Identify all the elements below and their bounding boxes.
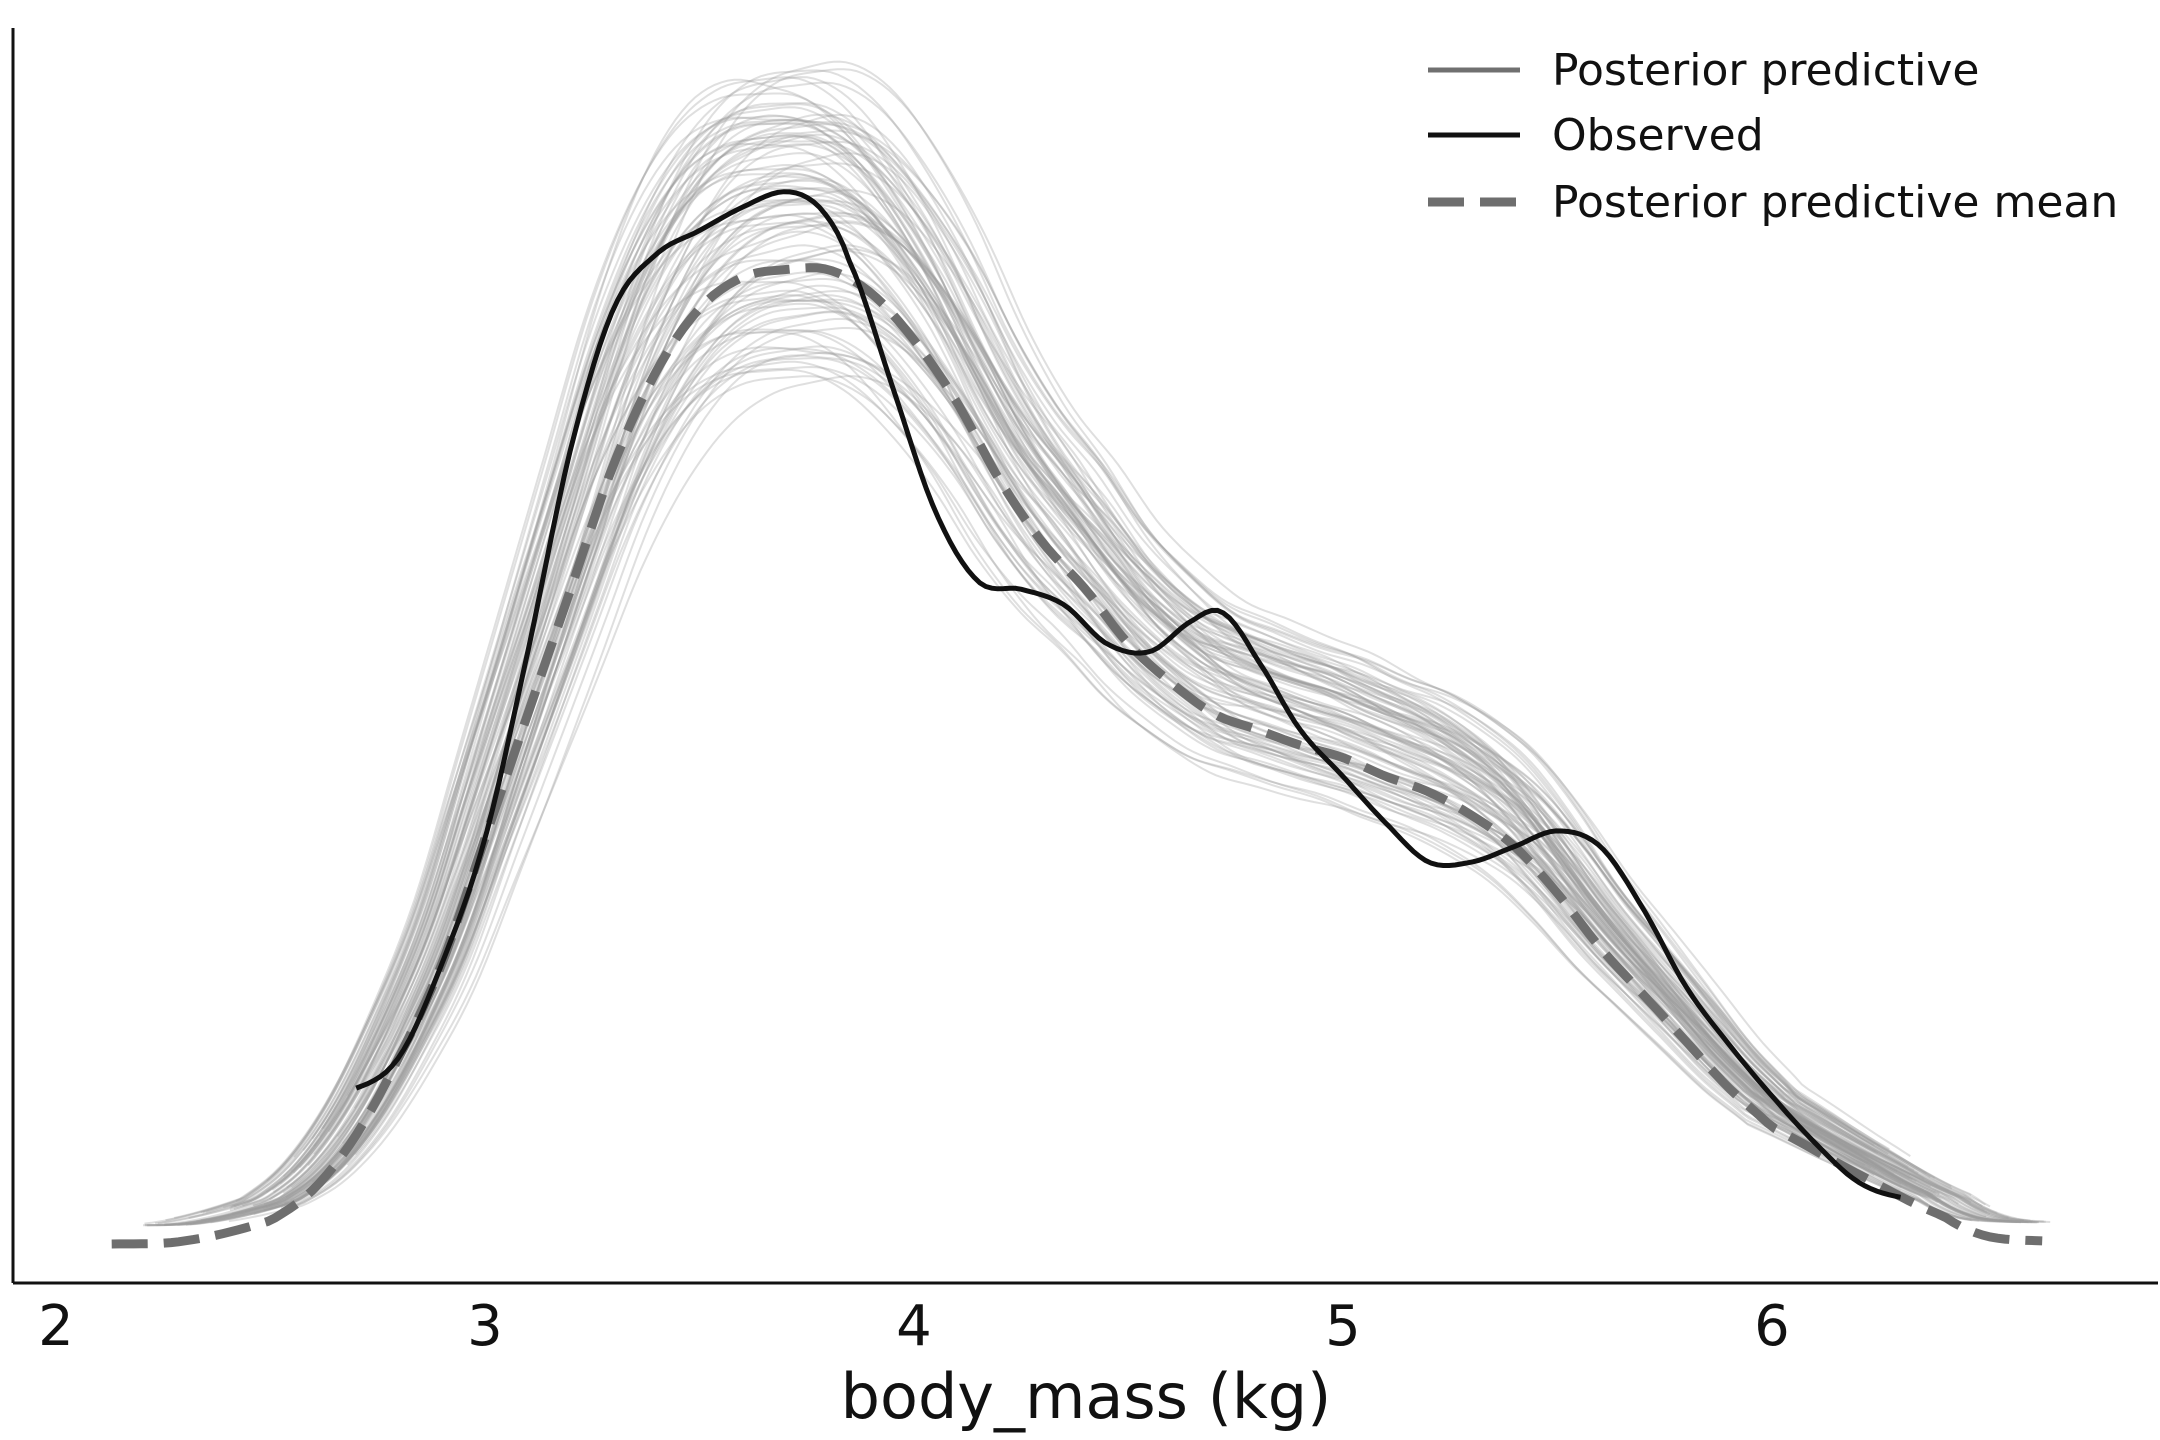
posterior-predictive-sample-line	[284, 357, 1869, 1204]
posterior-predictive-sample-line	[178, 186, 1988, 1226]
legend-observed-label: Observed	[1552, 110, 1764, 161]
legend: Posterior predictive Observed Posterior …	[1428, 45, 2118, 228]
posterior-predictive-sample-line	[265, 76, 2046, 1223]
posterior-predictive-sample-line	[253, 284, 2039, 1224]
x-tick-label: 5	[1325, 1294, 1361, 1359]
posterior-predictive-sample-line	[147, 201, 1972, 1227]
posterior-predictive-sample-line	[263, 199, 1881, 1212]
posterior-predictive-sample-line	[185, 123, 1925, 1225]
posterior-predictive-sample-line	[202, 134, 2032, 1223]
posterior-predictive-sample-line	[165, 92, 1866, 1222]
posterior-predictive-sample-line	[327, 167, 2021, 1223]
posterior-predictive-sample-line	[341, 346, 2006, 1222]
posterior-predictive-sample-line	[185, 162, 1972, 1226]
posterior-predictive-sample-line	[196, 69, 2009, 1223]
posterior-predictive-sample-line	[346, 152, 1957, 1211]
posterior-predictive-sample-line	[200, 76, 1872, 1214]
posterior-predictive-sample-line	[290, 294, 1979, 1222]
observed-line	[355, 189, 1902, 1200]
posterior-predictive-sample-line	[230, 78, 1932, 1208]
posterior-predictive-sample-line	[336, 247, 1919, 1174]
posterior-predictive-sample-line	[282, 119, 2036, 1223]
posterior-predictive-sample-line	[321, 114, 1983, 1207]
posterior-predictive-sample-line	[147, 298, 1985, 1227]
posterior-predictive-sample-line	[242, 113, 1868, 1207]
posterior-predictive-sample-line	[262, 278, 2028, 1223]
posterior-predictive-sample-line	[263, 203, 1898, 1205]
posterior-predictive-sample-line	[292, 178, 2018, 1223]
x-tick-label: 2	[38, 1294, 74, 1359]
legend-posterior-predictive-label: Posterior predictive	[1552, 45, 1980, 96]
posterior-predictive-sample-line	[311, 60, 1927, 1183]
posterior-predictive-sample-line	[231, 365, 1941, 1215]
posterior-predictive-sample-line	[192, 129, 1875, 1224]
posterior-predictive-sample-line	[311, 116, 1938, 1203]
posterior-predictive-sample-line	[145, 311, 1911, 1227]
posterior-predictive-mean-line	[111, 263, 2043, 1249]
x-axis-label: body_mass (kg)	[841, 1360, 1332, 1433]
posterior-predictive-sample-line	[177, 184, 1889, 1226]
posterior-predictive-sample-line	[209, 224, 1911, 1222]
posterior-predictive-sample-line	[302, 106, 1902, 1185]
posterior-predictive-sample-line	[229, 103, 1895, 1209]
posterior-predictive-sample-line	[253, 152, 1890, 1216]
posterior-predictive-sample-line	[228, 354, 1950, 1223]
posterior-predictive-sample-line	[188, 331, 1949, 1219]
posterior-predictive-sample-line	[285, 140, 2025, 1222]
posterior-predictive-sample-line	[266, 213, 2029, 1224]
posterior-predictive-sample-line	[322, 173, 1902, 1189]
posterior-predictive-sample-line	[267, 244, 1876, 1211]
x-tick-label: 3	[467, 1294, 503, 1359]
posterior-predictive-sample-line	[296, 327, 1986, 1206]
posterior-predictive-sample-line	[163, 299, 1959, 1226]
posterior-predictive-sample-line	[165, 102, 2012, 1226]
x-tick-label: 6	[1754, 1294, 1790, 1359]
posterior-predictive-sample-line	[287, 375, 1870, 1209]
posterior-predictive-sample-line	[173, 135, 1875, 1219]
posterior-predictive-sample-line	[205, 142, 1876, 1214]
posterior-predictive-sample-line	[290, 329, 2037, 1224]
posterior-predictive-sample-line	[280, 220, 1936, 1209]
posterior-predictive-sample-line	[233, 179, 1863, 1210]
posterior-predictive-sample-line	[353, 187, 1937, 1194]
posterior-predictive-sample-line	[189, 289, 2034, 1226]
posterior-predictive-sample-line	[321, 280, 1862, 1174]
x-tick-label: 4	[896, 1294, 932, 1359]
posterior-predictive-sample-line	[239, 258, 1917, 1215]
posterior-predictive-sample-line	[313, 140, 1952, 1188]
posterior-predictive-sample-line	[265, 294, 1940, 1209]
posterior-predictive-sample-line	[273, 212, 1936, 1199]
x-tick-labels: 2 3 4 5 6	[38, 1294, 1790, 1359]
posterior-predictive-sample-line	[307, 133, 1940, 1196]
posterior-predictive-sample-line	[271, 122, 1934, 1197]
posterior-predictive-sample-line	[144, 115, 1885, 1225]
posterior-predictive-sample-line	[157, 135, 2028, 1225]
posterior-predictive-sample-line	[154, 172, 1922, 1225]
posterior-predictive-sample-line	[203, 81, 1909, 1222]
posterior-predictive-sample-line	[164, 198, 1913, 1226]
posterior-predictive-sample-line	[338, 133, 1904, 1182]
posterior-predictive-samples	[142, 60, 2051, 1227]
posterior-predictive-sample-line	[222, 230, 1901, 1209]
posterior-predictive-sample-line	[313, 289, 1951, 1216]
posterior-predictive-sample-line	[232, 143, 1982, 1220]
posterior-predictive-sample-line	[229, 220, 1924, 1212]
posterior-predictive-sample-line	[346, 317, 1932, 1188]
legend-pp-mean-label: Posterior predictive mean	[1552, 177, 2118, 228]
posterior-predictive-sample-line	[144, 175, 1879, 1227]
posterior-predictive-sample-line	[244, 345, 1908, 1213]
posterior-predictive-sample-line	[210, 189, 1991, 1224]
posterior-predictive-sample-line	[283, 214, 1915, 1206]
